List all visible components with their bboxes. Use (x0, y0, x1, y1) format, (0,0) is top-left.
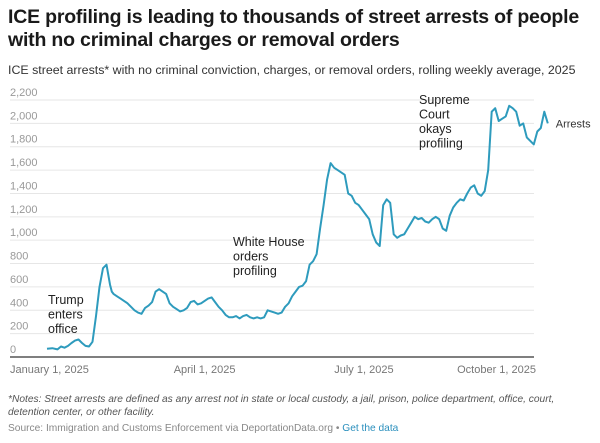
source-text: Source: Immigration and Customs Enforcem… (8, 423, 334, 434)
annotation-line: office (48, 322, 78, 336)
x-tick-label: October 1, 2025 (457, 364, 536, 376)
annotation-line: Trump (48, 293, 84, 307)
series-line-arrests (46, 104, 549, 351)
annotation-line: orders (233, 250, 268, 264)
chart-notes: *Notes: Street arrests are defined as an… (8, 394, 555, 418)
annotation-line: Court (419, 108, 450, 122)
chart-source: Source: Immigration and Customs Enforcem… (8, 423, 398, 434)
y-tick-label: 2,000 (10, 110, 38, 122)
chart-subtitle: ICE street arrests* with no criminal con… (8, 63, 576, 77)
y-tick-label: 800 (10, 251, 28, 263)
x-tick-label: January 1, 2025 (10, 364, 89, 376)
x-tick-label: July 1, 2025 (334, 364, 393, 376)
source-separator: • (333, 423, 343, 434)
y-tick-label: 1,000 (10, 227, 38, 239)
y-tick-label: 400 (10, 297, 28, 309)
get-the-data-link[interactable]: Get the data (342, 423, 399, 434)
y-tick-label: 1,600 (10, 157, 38, 169)
series-label-arrests: Arrests (556, 118, 591, 130)
x-axis-ticks: January 1, 2025 April 1, 2025 July 1, 2025… (10, 364, 536, 376)
annotation-line: okays (419, 122, 452, 136)
annotation-line: Supreme (419, 93, 470, 107)
gridlines (10, 99, 534, 335)
annotation-line: White House (233, 235, 305, 249)
y-tick-label: 1,200 (10, 204, 38, 216)
y-tick-label: 1,800 (10, 134, 38, 146)
annotation-line: profiling (233, 264, 277, 278)
chart-title: ICE profiling is leading to thousands of… (8, 6, 579, 51)
x-tick-label: April 1, 2025 (174, 364, 236, 376)
annotation-line: enters (48, 308, 83, 322)
annotation-line: profiling (419, 137, 463, 151)
y-tick-label: 1,400 (10, 180, 38, 192)
y-axis-ticks: 0 200 400 600 800 1,000 1,200 1,400 1,600 1,800 2,… (10, 87, 38, 356)
y-tick-label: 600 (10, 274, 28, 286)
y-tick-label: 0 (10, 344, 16, 356)
line-chart: 0 200 400 600 800 1,000 1,200 1,400 1,600 1,800 2,… (10, 87, 591, 376)
y-tick-label: 2,200 (10, 87, 38, 99)
y-tick-label: 200 (10, 321, 28, 333)
